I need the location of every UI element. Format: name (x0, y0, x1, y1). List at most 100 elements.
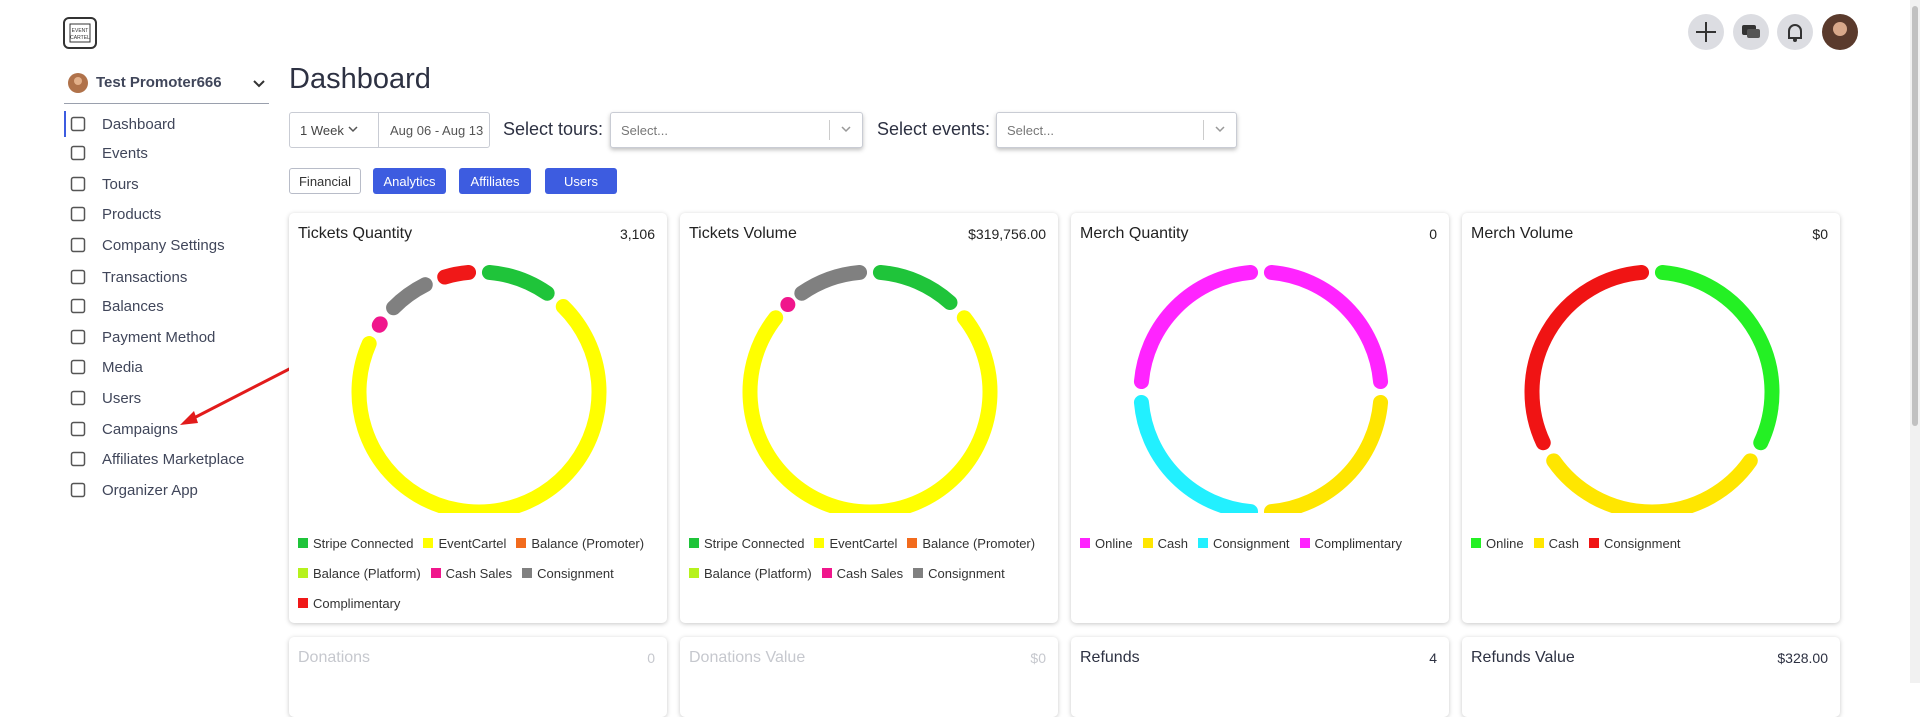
legend-label: Consignment (537, 565, 614, 581)
add-button[interactable] (1688, 14, 1724, 50)
legend-swatch (1142, 538, 1153, 548)
menu-label: Users (102, 389, 142, 407)
menu-icon (70, 359, 86, 375)
legend-swatch (430, 568, 441, 578)
chart-total: 3,106 (619, 226, 655, 242)
legend-item: Online (1080, 534, 1133, 552)
menu-item[interactable]: Dashboard (64, 111, 175, 137)
svg-text:CARTEL: CARTEL (70, 35, 90, 41)
menu-label: Affiliates Marketplace (102, 450, 245, 468)
legend-swatch (1080, 538, 1090, 548)
legend-swatch (423, 538, 434, 548)
menu-item[interactable]: Media (64, 354, 143, 380)
icon-shape (70, 176, 86, 192)
menu-item[interactable]: Events (64, 140, 148, 166)
legend-item: Balance (Promoter) (907, 534, 1035, 552)
legend-label: Cash Sales (836, 565, 904, 581)
user-name[interactable]: Test Promoter666 (96, 74, 222, 91)
summary-value: 4 (1429, 650, 1437, 666)
chart-title: Merch Volume (1471, 225, 1574, 242)
menu-item[interactable]: Campaigns (64, 416, 178, 442)
chevron (841, 126, 851, 133)
legend-item: Online (1471, 534, 1524, 552)
legend-label: EventCartel (829, 535, 898, 551)
tab-financial[interactable]: Financial (289, 168, 361, 194)
chart-card: Merch Volume $0 Online Cash Consignment (1462, 213, 1840, 623)
legend-item: Stripe Connected (298, 534, 413, 552)
tours-placeholder: Select... (621, 122, 668, 138)
legend-label: Consignment (1603, 535, 1681, 551)
date-range[interactable]: Aug 06 - Aug 13 (390, 122, 484, 138)
menu-icon (70, 482, 86, 498)
legend-swatch (1533, 538, 1544, 548)
donut (1133, 264, 1389, 513)
notifications-button[interactable] (1777, 14, 1813, 50)
period[interactable]: 1 Week (290, 113, 379, 147)
summary-value: 0 (647, 650, 655, 666)
legend-item: Complimentary (298, 594, 400, 612)
legend-item: Complimentary (1299, 534, 1402, 552)
donut (1524, 264, 1780, 513)
menu-item[interactable]: Users (64, 385, 141, 411)
menu-icon (70, 116, 86, 132)
tab-users[interactable]: Users (545, 168, 617, 194)
legend-swatch (907, 538, 918, 548)
svg-text:EVENT: EVENT (72, 28, 89, 34)
donut-segment (1263, 394, 1389, 513)
chart-card: Tickets Volume $319,756.00 Stripe Connecte… (680, 213, 1058, 623)
legend-item: Consignment (522, 564, 614, 582)
donut (351, 264, 607, 513)
scrollbar-thumb[interactable] (1912, 6, 1918, 426)
menu-icon (70, 206, 86, 222)
icon-shape (70, 421, 86, 437)
events-placeholder: Select... (1007, 122, 1054, 138)
legend-label: EventCartel (438, 535, 507, 551)
menu-item[interactable]: Balances (64, 293, 164, 319)
legend-label: Online (1095, 535, 1133, 551)
legend-swatch (1197, 538, 1208, 548)
menu-item[interactable]: Payment Method (64, 324, 215, 350)
menu-item[interactable]: Tours (64, 171, 139, 197)
legend-item: Cash Sales (430, 564, 513, 582)
menu-label: Tours (102, 175, 139, 193)
donut-segment (1654, 264, 1780, 451)
user-menu-chevron[interactable] (252, 76, 266, 90)
menu-item[interactable]: Products (64, 201, 161, 227)
legend-swatch (821, 568, 832, 578)
menu-item[interactable]: Company Settings (64, 232, 225, 258)
profile-button[interactable] (1822, 14, 1858, 50)
chart-title: Merch Quantity (1080, 225, 1189, 242)
donut-segment (351, 299, 607, 513)
menu-item[interactable]: Transactions (64, 264, 187, 290)
icon-shape (70, 116, 86, 132)
donut-segment (1263, 264, 1389, 390)
chart-title: Tickets Volume (689, 225, 797, 242)
icon-shape (70, 451, 86, 467)
tours-select[interactable]: Select... (610, 112, 863, 148)
separator (829, 120, 830, 140)
user-avatar[interactable] (67, 72, 89, 94)
legend-label: Cash Sales (445, 565, 513, 581)
menu-icon (70, 421, 86, 437)
separator (1203, 120, 1204, 140)
donut (742, 264, 998, 513)
legend-swatch (913, 568, 924, 578)
menu-label: Transactions (102, 268, 188, 286)
menu-item[interactable]: Affiliates Marketplace (64, 446, 244, 472)
menu-icon (70, 451, 86, 467)
messages-button[interactable] (1733, 14, 1769, 50)
events-select[interactable]: Select... (996, 112, 1237, 148)
legend-label: Stripe Connected (313, 535, 414, 551)
legend-label: Consignment (1212, 535, 1290, 551)
period-picker[interactable]: 1 Week Aug 06 - Aug 13 (289, 112, 490, 148)
menu-icon (70, 176, 86, 192)
tab-affiliates[interactable]: Affiliates (459, 168, 531, 194)
legend-item: Balance (Promoter) (516, 534, 644, 552)
tab-analytics[interactable]: Analytics (373, 168, 446, 194)
legend-label: Consignment (928, 565, 1005, 581)
menu-item[interactable]: Organizer App (64, 477, 198, 503)
donut-segment (742, 310, 998, 513)
chart-total: 0 (1429, 226, 1437, 242)
menu-label: Balances (102, 297, 164, 315)
donut-segment (481, 264, 555, 301)
